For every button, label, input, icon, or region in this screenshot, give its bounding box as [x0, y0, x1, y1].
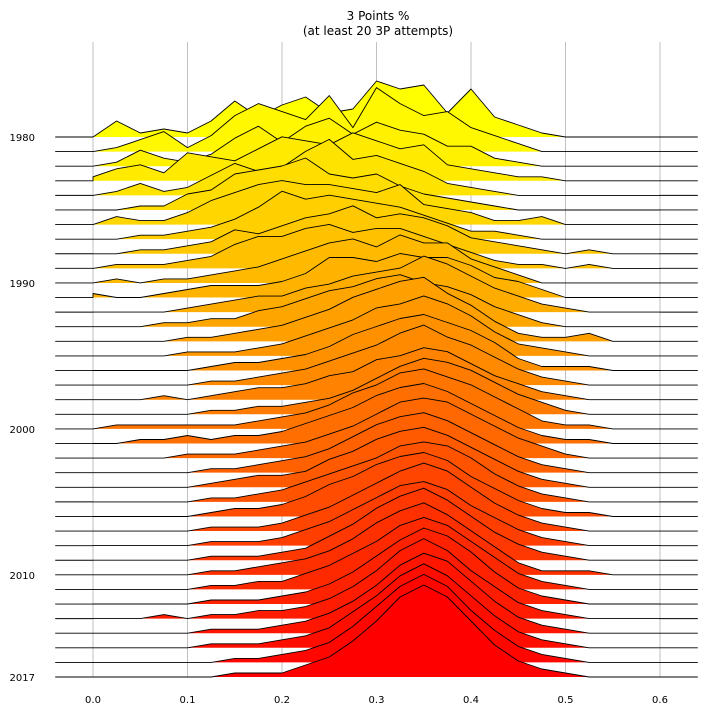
ridge-outline — [55, 357, 698, 415]
x-tick-label: 0.6 — [652, 695, 668, 706]
ridge-outline — [55, 117, 698, 167]
ridge-outline — [55, 441, 698, 503]
x-tick-label: 0.5 — [558, 695, 574, 706]
ridge-outline — [55, 368, 698, 430]
ridge-outline — [55, 462, 698, 532]
ridge-outline — [55, 563, 698, 649]
y-tick-label: 1990 — [10, 279, 35, 290]
x-tick-label: 0.0 — [85, 695, 101, 706]
ridge-fill — [55, 538, 698, 619]
ridge-fill — [55, 325, 698, 386]
ridge-outline — [55, 253, 698, 298]
ridge-fill — [55, 87, 698, 152]
axes: 0.0 0.1 0.2 0.3 0.4 0.5 0.6 1980 1990 2000 2010 201… — [10, 133, 668, 706]
ridge-fill — [55, 191, 698, 240]
ridge-outline — [55, 397, 698, 459]
ridge-outline — [55, 584, 698, 678]
ridge-fill — [55, 139, 698, 196]
ridge-fill — [55, 517, 698, 590]
ridge-fill — [55, 553, 698, 634]
ridge-outline — [55, 132, 698, 182]
ridge-outline — [55, 80, 698, 138]
ridge-outline — [55, 234, 698, 284]
ridge-outline — [55, 138, 698, 196]
ridge-fill — [55, 563, 698, 648]
ridge-outline — [55, 412, 698, 474]
ridge-outline — [55, 205, 698, 255]
ridge-fill — [55, 502, 698, 575]
ridge-outline — [55, 276, 698, 342]
y-tick-label: 1980 — [10, 133, 35, 144]
y-tick-label: 2017 — [10, 673, 35, 684]
ridge-outline — [55, 502, 698, 576]
ridge-fill — [55, 427, 698, 488]
y-tick-label: 2010 — [10, 571, 35, 582]
x-tick-label: 0.4 — [463, 695, 479, 706]
ridge-outline — [55, 274, 698, 328]
ridge-outline — [55, 190, 698, 240]
ridge-outline — [55, 180, 698, 226]
chart-title: 3 Points % (at least 20 3P attempts) — [302, 9, 454, 38]
ridge-fill — [55, 314, 698, 371]
x-tick-label: 0.1 — [180, 695, 196, 706]
ridge-fill — [55, 158, 698, 210]
ridge-outline — [55, 223, 698, 269]
ridge-outline — [55, 452, 698, 517]
ridge-fill — [55, 585, 698, 677]
ridge-outline — [55, 347, 698, 401]
ridge-outline — [55, 481, 698, 547]
ridge-fill — [55, 234, 698, 283]
x-tick-label: 0.2 — [274, 695, 290, 706]
ridge-outline — [55, 487, 698, 561]
ridge-outline — [55, 295, 698, 357]
ridge-outline — [55, 324, 698, 386]
ridge-fill — [55, 180, 698, 225]
ridge-outline — [55, 552, 698, 634]
ridge-fill — [55, 295, 698, 356]
ridge-outline — [55, 255, 698, 313]
ridge-outline — [55, 383, 698, 444]
ridge-outline — [55, 157, 698, 211]
ridge-outline — [55, 527, 698, 605]
ridge-outline — [55, 573, 698, 663]
ridge-outline — [55, 516, 698, 590]
x-tick-label: 0.3 — [369, 695, 385, 706]
ridge-outline — [55, 426, 698, 488]
ridge-fill — [55, 383, 698, 444]
ridge-fill — [55, 574, 698, 663]
ridge-fill — [55, 347, 698, 400]
ridge-fill — [55, 528, 698, 605]
ridge-outline — [55, 538, 698, 620]
ridge-outline — [55, 314, 698, 371]
ridge-outline — [55, 87, 698, 153]
y-tick-label: 2000 — [10, 425, 35, 436]
ridges — [55, 80, 698, 678]
